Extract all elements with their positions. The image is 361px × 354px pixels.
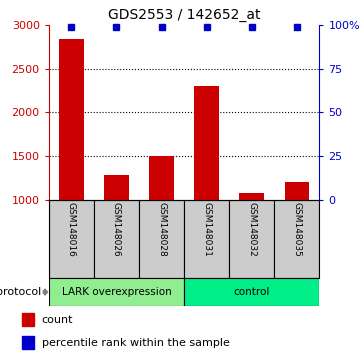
Text: LARK overexpression: LARK overexpression — [61, 287, 171, 297]
Bar — [184, 278, 319, 306]
Text: GSM148016: GSM148016 — [67, 202, 76, 257]
Bar — [149, 156, 174, 200]
Bar — [139, 200, 184, 278]
Text: GSM148028: GSM148028 — [157, 202, 166, 257]
Text: GSM148026: GSM148026 — [112, 202, 121, 257]
Text: control: control — [234, 287, 270, 297]
Bar — [104, 176, 129, 200]
Text: GSM148035: GSM148035 — [292, 202, 301, 257]
Bar — [22, 313, 34, 326]
Text: percentile rank within the sample: percentile rank within the sample — [42, 337, 229, 348]
Bar — [184, 200, 229, 278]
Bar — [49, 200, 94, 278]
Bar — [94, 200, 139, 278]
Bar — [49, 278, 184, 306]
Text: GSM148031: GSM148031 — [202, 202, 211, 257]
Title: GDS2553 / 142652_at: GDS2553 / 142652_at — [108, 8, 260, 22]
Bar — [194, 86, 219, 200]
Bar — [284, 183, 309, 200]
Text: GSM148032: GSM148032 — [247, 202, 256, 257]
Bar — [274, 200, 319, 278]
Bar — [229, 200, 274, 278]
Bar — [59, 39, 84, 200]
Text: protocol: protocol — [0, 287, 42, 297]
Bar — [239, 193, 264, 200]
Bar — [22, 336, 34, 349]
Text: count: count — [42, 315, 73, 325]
